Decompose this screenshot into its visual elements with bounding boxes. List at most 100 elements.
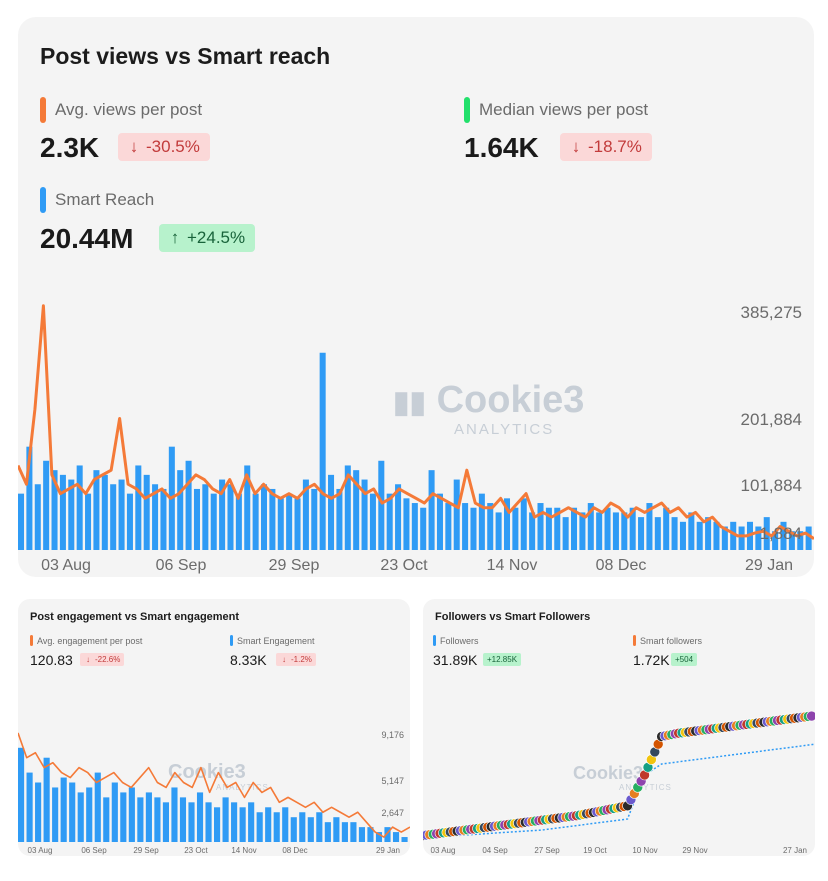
- bar-mark: [316, 812, 323, 842]
- bar-mark: [445, 503, 452, 550]
- metric-value-median-views: 1.64K: [464, 132, 539, 163]
- arrow-up-icon: ↑: [170, 228, 180, 247]
- metric-label-smart-followers: Smart followers: [633, 635, 702, 646]
- bar-mark: [604, 507, 611, 550]
- metric-label-text: Smart Reach: [55, 190, 155, 209]
- bar-mark: [210, 493, 217, 550]
- bar-mark: [428, 470, 435, 550]
- bar-mark: [222, 797, 229, 842]
- metric-label-text: Smart Engagement: [237, 635, 315, 646]
- bar-mark: [495, 512, 502, 550]
- bar-mark: [171, 787, 178, 842]
- bar-mark: [478, 493, 485, 550]
- x-tick-label: 23 Oct: [380, 557, 428, 574]
- bar-mark: [411, 503, 418, 550]
- bar-mark: [436, 493, 443, 550]
- arrow-down-icon: ↓: [86, 655, 90, 664]
- metric-label-avg-views: Avg. views per post: [40, 97, 202, 123]
- bar-mark: [311, 488, 318, 550]
- bar-mark: [392, 832, 400, 842]
- bar-mark: [612, 512, 619, 550]
- change-badge-smart-reach: ↑ +24.5%: [159, 224, 256, 252]
- bar-mark: [537, 503, 544, 550]
- bar-mark: [646, 503, 653, 550]
- post-views-chart: 385,275 201,884 101,884 1,884 03 Aug 06 Sep 29…: [18, 303, 814, 574]
- bar-mark: [554, 507, 561, 550]
- bar-mark: [587, 503, 594, 550]
- series-line: [18, 732, 410, 838]
- series-color-marker: [30, 635, 33, 646]
- bar-mark: [214, 807, 221, 842]
- bar-mark: [353, 470, 360, 550]
- bar-mark: [256, 812, 263, 842]
- x-tick-label: 19 Oct: [583, 846, 607, 855]
- bar-mark: [545, 507, 552, 550]
- bar-mark: [85, 493, 92, 550]
- bar-mark: [696, 521, 703, 550]
- bar-mark: [367, 827, 374, 842]
- bar-mark: [265, 807, 272, 842]
- bar-mark: [571, 507, 578, 550]
- avatar-marker: [806, 710, 815, 722]
- badge-text: -30.5%: [146, 137, 200, 156]
- bar-mark: [52, 787, 59, 842]
- bar-mark: [713, 521, 720, 550]
- badge-text: +24.5%: [187, 228, 246, 247]
- bar-mark: [654, 517, 661, 550]
- bar-mark: [188, 802, 195, 842]
- metric-label-text: Median views per post: [479, 100, 649, 119]
- x-tick-label: 27 Jan: [783, 846, 807, 855]
- x-tick-label: 29 Jan: [745, 557, 793, 574]
- bar-mark: [135, 465, 142, 550]
- change-badge-smart-followers: +504: [671, 653, 698, 666]
- bar-mark: [145, 792, 152, 842]
- change-badge-followers: +12.85K: [483, 653, 522, 666]
- bar-mark: [688, 512, 695, 550]
- bar-mark: [77, 792, 84, 842]
- bar-mark: [177, 470, 184, 550]
- x-tick-label: 14 Nov: [231, 846, 256, 855]
- bar-mark: [219, 479, 226, 550]
- bar-mark: [350, 822, 357, 842]
- card-title: Post views vs Smart reach: [40, 43, 331, 69]
- bar-mark: [103, 797, 110, 842]
- bar-mark: [487, 503, 494, 550]
- bar-mark: [384, 827, 391, 842]
- bar-mark: [193, 488, 200, 550]
- followers-card: Followers vs Smart Followers Followers 3…: [423, 599, 815, 856]
- change-badge-avg-views: ↓ -30.5%: [118, 133, 210, 161]
- metric-value-smart-engagement: 8.33K: [230, 652, 267, 668]
- bar-mark: [375, 832, 383, 842]
- bar-mark: [529, 512, 536, 550]
- bar-mark: [126, 493, 133, 550]
- bar-mark: [68, 479, 75, 550]
- bar-mark: [260, 484, 268, 550]
- bar-mark: [69, 782, 76, 842]
- bar-mark: [179, 797, 187, 842]
- x-tick-label: 29 Sep: [269, 557, 320, 574]
- engagement-chart: 9,176 5,147 2,647 03 Aug 06 Sep 29 Sep 23 Oct 1…: [18, 730, 410, 855]
- bar-mark: [663, 507, 670, 550]
- metric-value-avg-engagement: 120.83: [30, 652, 73, 668]
- bar-mark: [705, 517, 712, 550]
- bar-mark: [137, 797, 144, 842]
- arrow-down-icon: ↓: [282, 655, 286, 664]
- bar-mark: [101, 474, 108, 550]
- change-badge-median-views: ↓ -18.7%: [560, 133, 652, 161]
- bar-mark: [34, 484, 41, 550]
- bar-mark: [324, 822, 331, 842]
- bar-mark: [294, 498, 301, 550]
- y-tick-label: 101,884: [741, 476, 802, 495]
- metric-label-text: Followers: [440, 635, 479, 646]
- y-tick-label: 9,176: [381, 730, 404, 740]
- series-color-marker: [633, 635, 636, 646]
- bar-mark: [59, 474, 66, 550]
- x-tick-label: 08 Dec: [282, 846, 307, 855]
- x-tick-label: 29 Sep: [133, 846, 159, 855]
- bar-mark: [621, 512, 628, 550]
- series-color-marker: [433, 635, 436, 646]
- bar-mark: [730, 521, 737, 550]
- bar-mark: [185, 460, 192, 550]
- bar-mark: [328, 474, 335, 550]
- bar-mark: [797, 531, 804, 550]
